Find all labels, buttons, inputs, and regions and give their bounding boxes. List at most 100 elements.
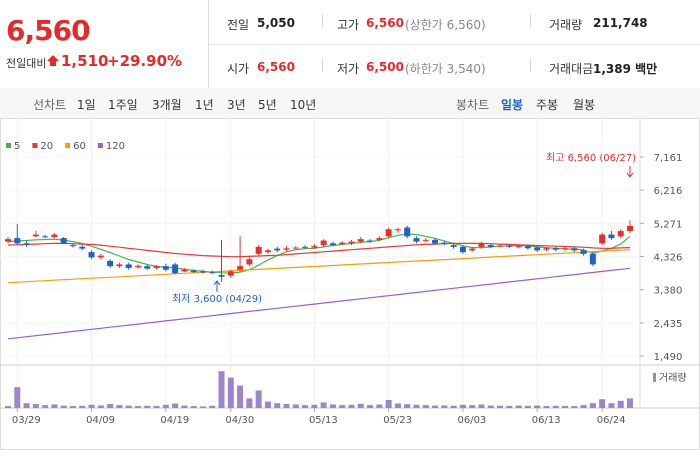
volume-bar	[292, 404, 299, 408]
candle-body	[292, 247, 299, 249]
volume-bar	[134, 406, 141, 408]
tab[interactable]: 3개월	[152, 98, 182, 112]
volume-bar	[227, 377, 234, 408]
volume-bar	[432, 405, 439, 408]
stat-note: (상한가 6,560)	[405, 18, 486, 32]
volume-bar	[144, 405, 151, 408]
stat-value: 1,389 백만	[593, 62, 658, 76]
volume-bar	[107, 404, 114, 408]
volume-bar	[190, 406, 197, 408]
annotation: 최고 6,560 (06/27)	[546, 152, 636, 164]
volume-bar	[627, 398, 633, 408]
legend-label: 거래량	[659, 372, 687, 384]
candle-body	[97, 255, 104, 258]
candle-body	[69, 245, 76, 247]
candle-body	[199, 271, 206, 273]
stat-label: 고가	[337, 18, 360, 32]
candle-body	[357, 239, 364, 242]
divider	[208, 0, 209, 88]
candle-body	[432, 239, 439, 244]
volume-bar	[357, 403, 364, 408]
candle-body	[162, 266, 169, 270]
volume-bar	[116, 405, 123, 408]
tab[interactable]: 월봉	[573, 98, 596, 112]
volume-bar	[218, 371, 225, 408]
annotation-arrow	[213, 280, 221, 292]
volume-bar	[506, 405, 513, 408]
tab[interactable]: 3년	[227, 98, 246, 112]
legend-label: 120	[106, 141, 125, 152]
candle-body	[172, 264, 179, 274]
volume-bar	[404, 404, 411, 408]
candle-body	[60, 238, 67, 244]
up-arrow	[47, 55, 59, 66]
tab[interactable]: 5년	[258, 98, 277, 112]
candle-body	[227, 271, 234, 276]
volume-bar	[79, 405, 86, 408]
volume-bar	[469, 405, 476, 408]
volume-bar	[264, 401, 271, 408]
volume-bar	[608, 403, 615, 408]
volume-bar	[14, 387, 21, 408]
candle-body	[14, 238, 21, 244]
candle-body	[237, 266, 244, 270]
volume-bar	[5, 406, 11, 408]
y-tick-label: 6,216	[654, 186, 683, 197]
annotation-arrow	[626, 166, 634, 178]
candle-body	[599, 234, 606, 244]
annotation: 최저 3,600 (04/29)	[172, 293, 262, 305]
candle-body	[107, 260, 114, 267]
volume-bar	[617, 400, 624, 408]
tab[interactable]: 1년	[195, 98, 214, 112]
volume-bar	[97, 405, 104, 408]
legend-swatch	[32, 143, 38, 148]
candle-body	[51, 234, 58, 238]
stat-value: 6,500	[366, 60, 404, 74]
volume-bar	[209, 405, 216, 408]
tab[interactable]: 1일	[77, 98, 96, 112]
tab-label: 선차트	[33, 98, 67, 112]
divider	[530, 58, 531, 72]
volume-bar	[348, 404, 355, 408]
volume-bar	[172, 403, 179, 408]
volume-bar	[329, 404, 336, 408]
candle-body	[367, 240, 374, 242]
volume-bar	[320, 402, 327, 408]
candle-body	[422, 239, 429, 241]
stat-value: 5,050	[257, 16, 295, 30]
volume-bar	[552, 405, 559, 408]
candle-body	[274, 248, 281, 251]
volume-bar	[487, 405, 494, 408]
legend-label: 20	[40, 141, 53, 152]
y-tick-label: 1,490	[654, 352, 683, 363]
volume-bar	[302, 405, 309, 408]
stat-value: 6,560	[257, 60, 295, 74]
candle-body	[478, 243, 485, 247]
candle-body	[441, 242, 448, 245]
volume-bar	[562, 405, 569, 408]
candle-body	[320, 240, 327, 246]
legend-swatch	[97, 143, 103, 148]
tab[interactable]: 1주일	[108, 98, 138, 112]
x-tick-label: 06/24	[597, 415, 626, 426]
tab[interactable]: 10년	[290, 98, 317, 112]
x-tick-label: 04/19	[160, 415, 189, 426]
candle-body	[580, 250, 587, 254]
volume-bar	[32, 404, 39, 408]
volume-bar	[246, 398, 253, 408]
change-pct: +29.90%	[107, 52, 183, 70]
candle-body	[246, 259, 253, 265]
candle-body	[255, 246, 262, 254]
x-tick-label: 06/03	[457, 415, 486, 426]
tab[interactable]: 주봉	[536, 98, 559, 112]
candle-body	[116, 264, 123, 267]
tab[interactable]: 일봉	[501, 98, 524, 112]
volume-bar	[543, 406, 550, 408]
stat-label: 거래대금	[549, 62, 594, 76]
volume-bar	[459, 404, 466, 408]
candle-body	[571, 248, 578, 251]
candle-body	[190, 270, 197, 273]
candle-body	[264, 250, 271, 253]
candle-body	[302, 246, 309, 248]
